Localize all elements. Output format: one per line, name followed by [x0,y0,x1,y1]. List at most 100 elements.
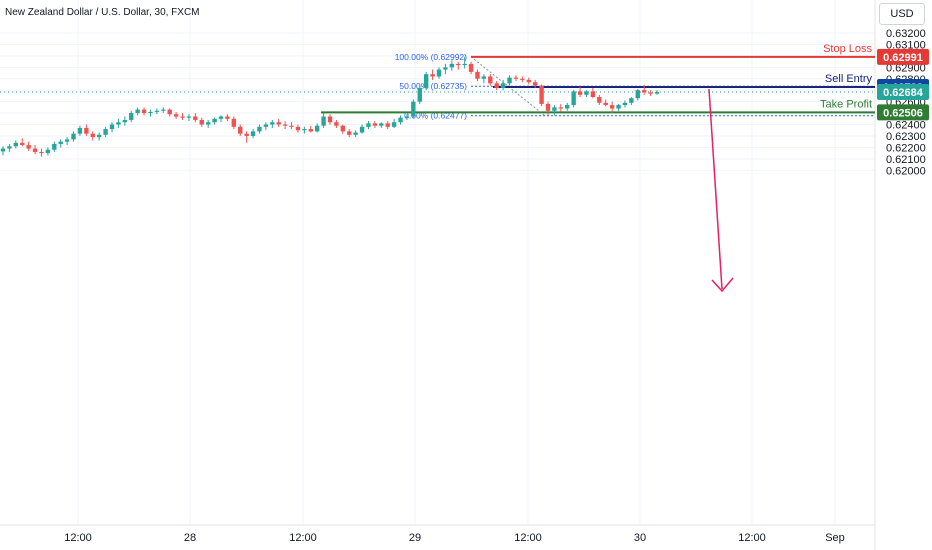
time-tick: 28 [184,532,196,544]
candle-body [205,122,211,125]
candle-body [193,116,198,120]
candle-body [0,148,6,152]
price-tick: 0.62000 [886,165,926,177]
candle-body [199,119,204,125]
candle-body [648,92,653,94]
candle-body [443,67,448,70]
candle-body [167,109,172,115]
arrow-head [711,277,734,293]
candle-body [52,143,57,150]
candle-body [295,126,301,131]
time-tick: 12:00 [64,532,92,544]
candle-body [180,116,185,118]
candle-body [494,83,499,88]
price-tick: 0.62200 [886,142,926,154]
candle-body [334,122,339,126]
time-tick: 30 [634,532,646,544]
candle-body [327,116,333,123]
candle-body [116,122,121,125]
candle-body [250,131,256,136]
time-tick: 12:00 [289,532,317,544]
candle-body [122,119,128,123]
candle-body [32,148,38,152]
candle-body [7,146,12,149]
candle-body [64,139,70,142]
price-tick: 0.62400 [886,120,926,132]
stop-loss-tag [877,48,929,65]
time-tick: 29 [409,532,421,544]
candle-body [231,118,237,127]
candle-body [616,105,621,109]
grid [0,0,875,525]
candle-body [58,141,63,144]
candle-body [244,133,249,136]
candle-body [539,85,544,104]
last-price-tag-text: 0.62684 [883,87,924,99]
candle-body [347,131,352,135]
candle-body [552,107,557,111]
candle-body [276,122,281,125]
candle-body [565,105,570,109]
candle-body [629,98,634,103]
candle-body [302,129,307,131]
candle-body [532,82,538,86]
take-profit-tag-text: 0.62506 [883,107,923,119]
stop-loss-tag-text: 0.62991 [883,52,923,64]
candle-body [622,102,628,106]
candle-body [96,134,102,138]
stop-loss-label: Stop Loss [823,43,872,55]
candle-body [520,78,525,80]
take-profit-tag [877,104,929,121]
candle-body [289,125,294,127]
candle-body [141,109,147,114]
candle-body [90,133,95,138]
candle-body [372,123,378,126]
candle-body [571,91,576,106]
price-tick: 0.62900 [886,62,926,74]
candle-body [84,127,89,134]
candle-body [456,63,461,66]
fib-level-50-label: 50.00% (0.62735) [399,81,467,91]
candle-body [603,102,608,106]
candle-body [379,123,384,126]
candle-body [353,132,358,135]
candle-body [398,117,403,123]
candle-body [641,90,647,93]
sell-entry-label: Sell Entry [825,73,873,85]
candle-body [308,129,313,132]
candle-body [366,123,371,127]
trade-levels[interactable]: Stop Loss Sell Entry Take Profit [0,43,875,114]
candle-body [270,122,275,125]
chart-title: New Zealand Dollar / U.S. Dollar, 30, FX… [5,7,200,18]
candle-body [71,133,76,140]
candle-body [154,110,160,112]
candle-body [597,97,602,103]
candle-body [545,103,551,111]
candle-body [173,114,179,117]
candle-body [238,126,243,134]
down-arrow-icon [708,88,734,293]
candle-body [558,107,564,109]
price-tick: 0.63200 [886,28,926,40]
candle-body [340,125,346,132]
candle-body [385,123,390,127]
candle-body [39,151,44,154]
candle-body [45,149,51,154]
price-tick: 0.62100 [886,154,926,166]
candle-body [584,91,589,95]
candle-body [161,109,166,111]
candle-body [411,101,416,117]
currency-button[interactable]: USD [879,3,925,25]
candle-body [507,77,512,84]
candle-body [391,122,397,127]
candle-body [135,109,140,114]
candle-body [77,127,83,134]
price-tick: 0.62300 [886,131,926,143]
candle-body [13,142,19,147]
candle-body [481,76,487,79]
candle-body [609,105,615,109]
candle-body [635,90,640,99]
candle-body [314,125,320,132]
